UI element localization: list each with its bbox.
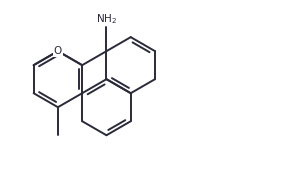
Text: O: O — [54, 46, 62, 56]
Text: NH$_2$: NH$_2$ — [96, 12, 117, 26]
